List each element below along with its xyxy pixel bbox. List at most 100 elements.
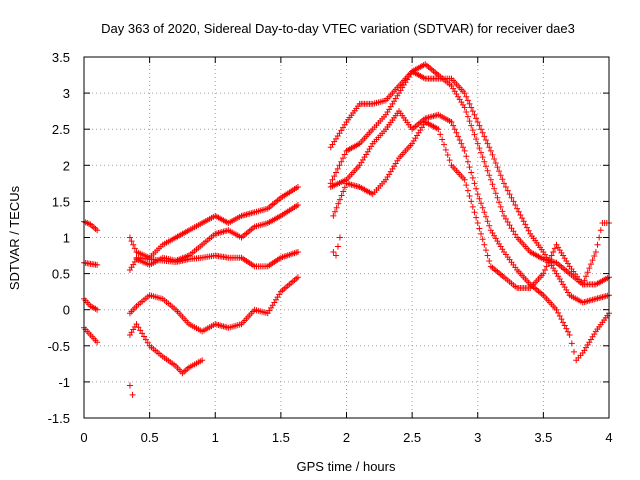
data-point: [473, 115, 480, 122]
data-point: [461, 147, 468, 154]
data-point: [561, 322, 568, 329]
data-point: [474, 220, 481, 227]
data-point: [466, 192, 473, 199]
data-point: [478, 126, 485, 133]
data-point: [471, 111, 478, 118]
data-point: [461, 104, 468, 111]
data-point: [473, 214, 480, 221]
data-point: [466, 118, 473, 125]
data-point: [494, 164, 501, 171]
data-point: [450, 122, 457, 129]
data-point: [463, 182, 470, 189]
data-point: [482, 213, 489, 220]
series-track-k: [330, 234, 343, 259]
y-tick-label: 1: [63, 231, 70, 246]
data-point: [540, 270, 547, 277]
data-point: [506, 191, 513, 198]
data-point: [486, 172, 493, 179]
x-tick-label: 3: [474, 430, 481, 445]
data-point: [473, 136, 480, 143]
data-point: [568, 340, 575, 347]
data-point: [94, 227, 101, 234]
data-point: [469, 203, 476, 210]
data-point: [474, 118, 481, 125]
data-point: [514, 205, 521, 212]
data-point: [486, 144, 493, 151]
data-point: [551, 245, 558, 252]
data-point: [502, 215, 509, 222]
data-point: [504, 219, 511, 226]
data-point: [497, 203, 504, 210]
data-point: [556, 313, 563, 320]
data-point: [583, 273, 590, 280]
y-tick-label: 3.5: [52, 50, 70, 65]
data-point: [553, 306, 560, 313]
data-point: [492, 160, 499, 167]
data-point: [499, 208, 506, 215]
data-point: [560, 319, 567, 326]
x-tick-label: 0: [80, 430, 87, 445]
data-point: [338, 192, 345, 199]
y-tick-label: 2.5: [52, 122, 70, 137]
data-point: [497, 172, 504, 179]
data-point: [329, 176, 336, 183]
data-point: [589, 257, 596, 264]
data-point: [141, 333, 147, 340]
data-point: [468, 104, 475, 111]
data-point: [336, 162, 343, 169]
data-point: [133, 321, 140, 328]
y-tick-labels: -1.5 -1 -0.5 0 0.5 1 1.5 2 2.5 3 3.5: [48, 50, 70, 426]
data-point: [494, 194, 501, 201]
data-point: [330, 212, 337, 219]
x-tick-label: 3.5: [534, 430, 552, 445]
x-tick-label: 1.5: [272, 430, 290, 445]
y-tick-label: 3: [63, 86, 70, 101]
data-point: [340, 155, 346, 162]
data-point: [481, 133, 488, 140]
x-tick-label: 0.5: [141, 430, 159, 445]
data-point: [474, 191, 481, 198]
data-point: [566, 331, 573, 338]
data-point: [294, 183, 301, 190]
data-point: [486, 257, 493, 264]
y-tick-label: -1: [58, 375, 70, 390]
data-point: [461, 90, 468, 97]
y-tick-label: 2: [63, 158, 70, 173]
data-point: [499, 176, 506, 183]
data-point: [333, 169, 339, 176]
data-point: [478, 149, 485, 156]
data-point: [461, 176, 468, 183]
data-point: [484, 252, 491, 259]
data-point: [487, 147, 494, 154]
data-point: [489, 151, 496, 158]
series-track-e: [81, 321, 206, 377]
data-point: [510, 228, 517, 235]
data-point: [341, 151, 348, 158]
data-point: [481, 241, 488, 248]
data-point: [571, 348, 577, 355]
data-point: [334, 243, 341, 250]
data-point: [464, 113, 471, 120]
data-point: [466, 100, 473, 107]
data-point: [471, 209, 478, 216]
data-point: [545, 259, 552, 266]
data-point: [484, 140, 491, 147]
data-point: [294, 274, 301, 281]
data-point: [446, 157, 453, 164]
data-point: [563, 325, 570, 332]
data-point: [584, 269, 591, 276]
data-point: [139, 330, 146, 337]
data-point: [451, 126, 458, 133]
y-tick-label: -0.5: [48, 339, 70, 354]
data-point: [481, 158, 488, 165]
data-point: [476, 195, 483, 202]
data-point: [463, 93, 470, 100]
data-point: [510, 198, 517, 205]
data-point: [512, 202, 519, 209]
data-point: [126, 382, 133, 389]
data-point: [508, 225, 515, 232]
x-tick-label: 1: [212, 430, 219, 445]
data-point: [504, 187, 511, 194]
data-point: [491, 155, 498, 162]
